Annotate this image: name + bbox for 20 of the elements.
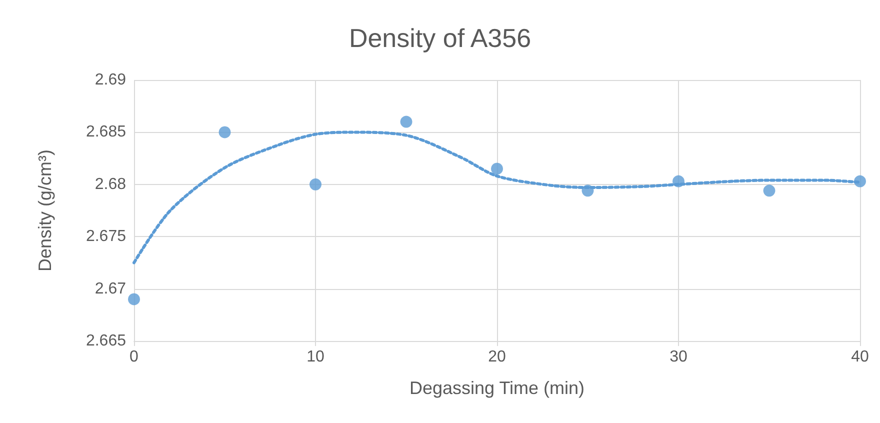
y-tick-label: 2.69: [94, 72, 126, 88]
y-axis-title: Density (g/cm³): [35, 149, 55, 272]
point: [400, 116, 412, 128]
x-tick-label: 20: [488, 348, 506, 366]
x-tick-label: 0: [130, 348, 139, 366]
point: [310, 178, 322, 190]
x-tick-label: 40: [851, 348, 869, 366]
y-tick-label: 2.68: [94, 176, 126, 193]
y-tick-label: 2.67: [94, 280, 126, 298]
point: [218, 126, 231, 138]
point: [128, 293, 140, 306]
y-tick-label: 2.675: [86, 228, 126, 246]
x-tick-label: 10: [306, 348, 324, 366]
x-axis-title: Degassing Time (min): [409, 378, 585, 398]
y-tick-label: 2.685: [86, 124, 126, 141]
point: [763, 184, 776, 197]
point: [491, 162, 503, 175]
x-tick-label: 30: [670, 348, 688, 366]
chart-title: Density of A356: [348, 23, 532, 53]
y-tick-label: 2.665: [86, 332, 126, 350]
